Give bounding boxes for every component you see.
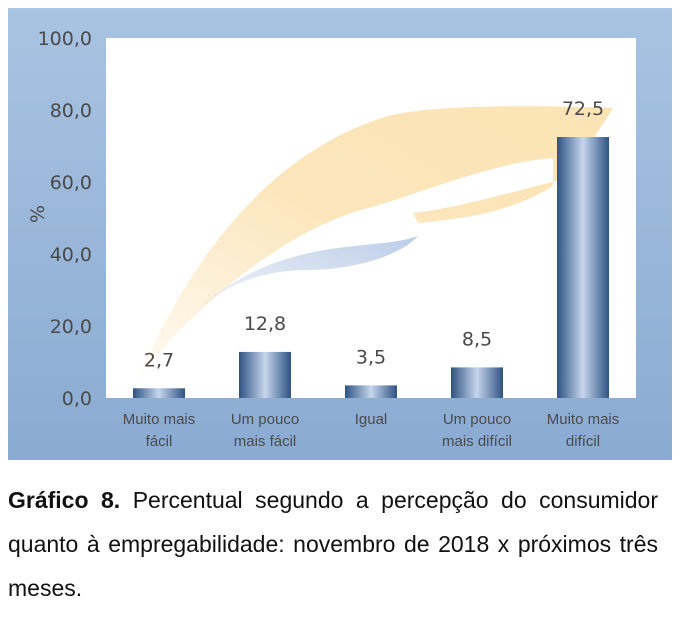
caption-text: Percentual segundo a percepção do consum… xyxy=(8,487,659,601)
y-tick-label: 80,0 xyxy=(50,100,92,122)
x-category-label: Muito mais xyxy=(123,411,196,428)
y-axis-label: % xyxy=(27,205,49,223)
caption-label: Gráfico 8. xyxy=(8,487,121,513)
bar-value-label: 12,8 xyxy=(244,313,286,335)
chart: 2,7 Muito mais fácil 12,8 Um pouco mais fácil… xyxy=(8,8,672,460)
chart-caption: Gráfico 8. Percentual segundo a percepçã… xyxy=(8,478,658,610)
bar-value-label: 8,5 xyxy=(462,328,492,350)
decorative-blue-swoosh xyxy=(163,236,418,343)
x-category-label: Um pouco xyxy=(231,411,299,428)
bar xyxy=(345,385,397,398)
bar xyxy=(133,388,185,398)
x-category-label: Muito mais xyxy=(547,411,620,428)
bar xyxy=(451,367,503,398)
bar xyxy=(239,351,291,398)
bar-value-label: 2,7 xyxy=(144,349,174,371)
x-category-label: difícil xyxy=(566,433,600,450)
y-tick-label: 60,0 xyxy=(50,172,92,194)
bar-value-label: 72,5 xyxy=(562,98,604,120)
bar xyxy=(557,137,609,398)
bar-value-label: 3,5 xyxy=(356,346,386,368)
x-category-label: mais fácil xyxy=(234,433,297,450)
x-category-label: Um pouco xyxy=(443,411,511,428)
plot-area xyxy=(106,38,636,398)
y-tick-label: 0,0 xyxy=(62,388,92,410)
y-tick-label: 100,0 xyxy=(38,28,92,50)
x-category-label: fácil xyxy=(146,433,173,450)
y-tick-label: 20,0 xyxy=(50,316,92,338)
x-category-label: Igual xyxy=(355,411,388,428)
decorative-orange-swoosh xyxy=(138,106,613,378)
x-category-label: mais difícil xyxy=(442,433,512,450)
y-tick-label: 40,0 xyxy=(50,244,92,266)
